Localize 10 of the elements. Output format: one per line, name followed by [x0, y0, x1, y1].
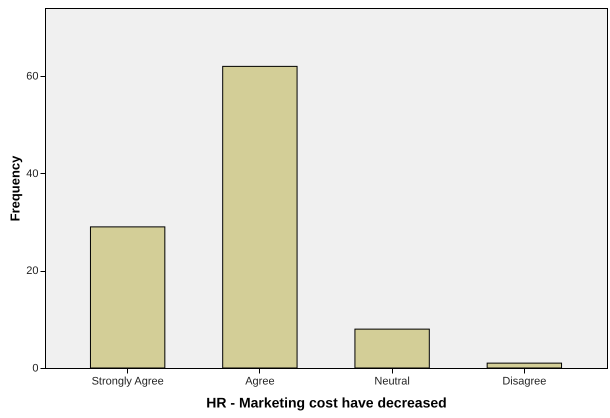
- y-tick-label: 60: [26, 70, 38, 83]
- y-axis-title: Frequency: [7, 154, 22, 222]
- x-tick-label: Strongly Agree: [92, 376, 164, 388]
- y-tick-label: 0: [32, 362, 38, 374]
- y-tick-label: 40: [26, 168, 38, 180]
- x-axis-title: HR - Marketing cost have decreased: [206, 394, 447, 410]
- x-tick-label: Neutral: [374, 376, 410, 388]
- x-tick-label: Agree: [245, 376, 275, 388]
- y-tick-label: 20: [26, 265, 38, 278]
- x-tick-label: Disagree: [502, 376, 546, 388]
